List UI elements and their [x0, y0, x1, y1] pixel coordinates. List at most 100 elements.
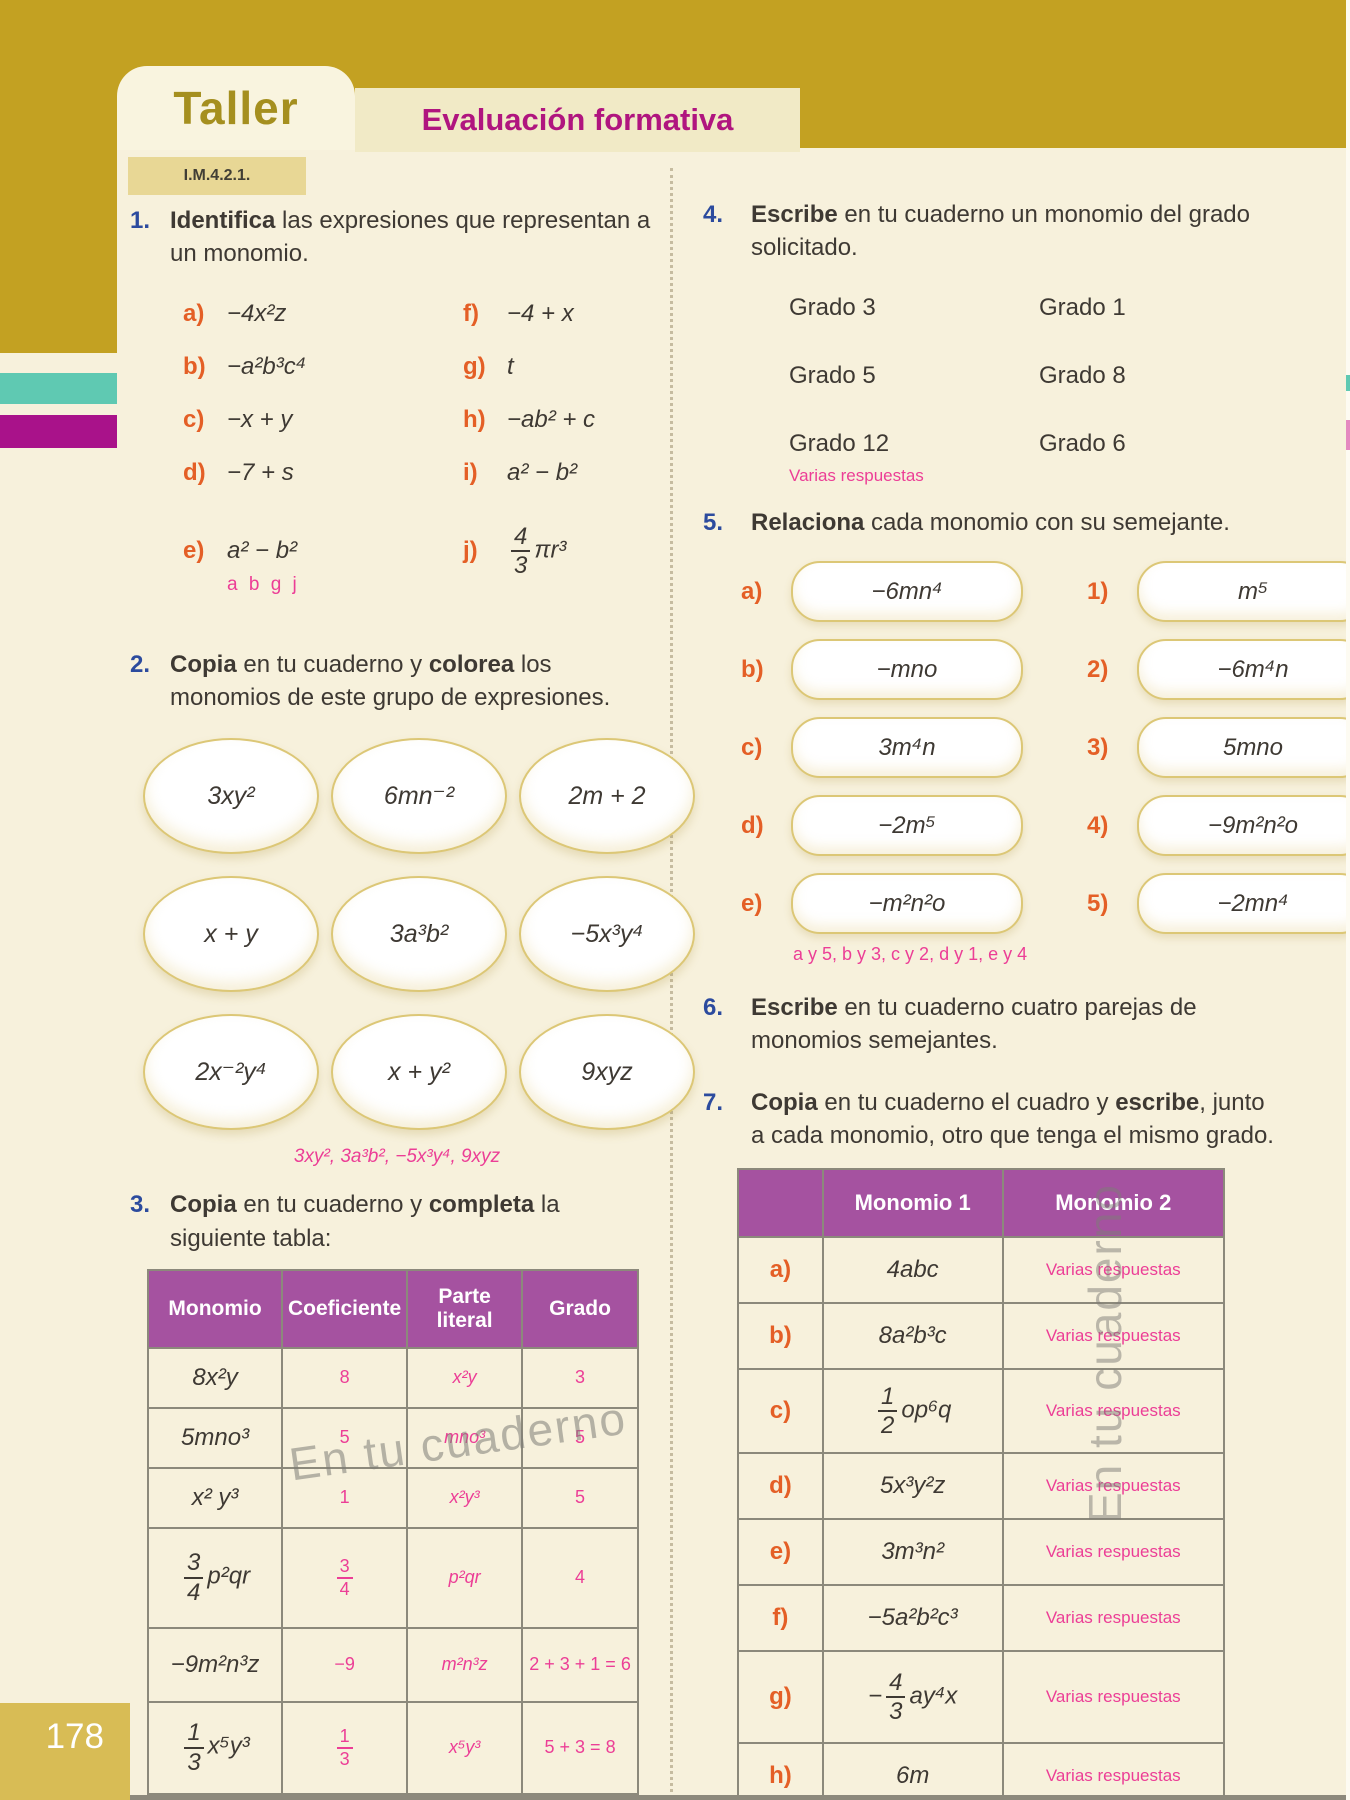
- table-row: b) 8a²b³c Varias respuestas: [737, 1301, 1226, 1370]
- literal-part-cell: m²n³z: [406, 1626, 524, 1703]
- monomial-parts-table: Monomio Coeficiente Parte literal Grado …: [146, 1268, 639, 1795]
- answer-cell: Varias respuestas: [1001, 1301, 1226, 1370]
- degree-cell: 4: [521, 1526, 639, 1629]
- monomial-cell: −9m²n³z: [146, 1626, 284, 1703]
- fraction-denominator: 3: [889, 1697, 903, 1725]
- coefficient-cell: −9: [281, 1626, 409, 1703]
- exercise-6-heading: 6. Escribe en tu cuaderno cuatro parejas…: [689, 991, 1293, 1057]
- answer-cell: Varias respuestas: [1001, 1649, 1226, 1744]
- monomial-cell: 5x³y²z: [821, 1451, 1004, 1520]
- grade-item: Grado 8: [1039, 362, 1126, 390]
- row-letter: f): [737, 1583, 824, 1652]
- row-letter: d): [737, 1451, 824, 1520]
- match-row: b) −mno 2) −6m⁴n: [689, 639, 1350, 701]
- exercise-5-number: 5.: [703, 509, 724, 537]
- section-header: Evaluación formativa: [355, 88, 800, 152]
- expression-oval: 6mn⁻²: [331, 738, 507, 855]
- list-item: d) −7 + s: [183, 459, 463, 512]
- row-letter: e): [737, 1517, 824, 1586]
- list-item: i) a² − b²: [463, 459, 670, 512]
- empty-header-cell: [737, 1167, 824, 1238]
- literal-part-cell: x²y: [406, 1346, 524, 1409]
- grade-item: Grado 3: [789, 294, 876, 322]
- right-edge-teal-mark: [1346, 375, 1350, 391]
- item-expression: t: [507, 353, 514, 381]
- exercise-5-verb: Relaciona: [751, 509, 865, 537]
- list-item: a) −4x²z: [183, 300, 463, 353]
- right-edge-pink-mark: [1346, 420, 1350, 450]
- expression-oval: −5x³y⁴: [519, 876, 695, 993]
- item-letter: a): [183, 300, 205, 328]
- item-letter: e): [183, 537, 205, 565]
- monomial-cell: x² y³: [146, 1466, 284, 1529]
- answer-cell: Varias respuestas: [1001, 1367, 1226, 1454]
- table-row: a) 4abc Varias respuestas: [737, 1235, 1226, 1304]
- exercise-3-prompt: Copia en tu cuaderno y completa la sigui…: [170, 1188, 670, 1254]
- exercise-3-number: 3.: [130, 1191, 151, 1219]
- same-degree-table: Monomio 1 Monomio 2 a) 4abc Varias respu…: [737, 1167, 1226, 1800]
- list-item: g) t: [463, 353, 670, 406]
- table-header-row: Monomio 1 Monomio 2: [737, 1167, 1226, 1238]
- row-letter: b): [737, 1301, 824, 1370]
- monomial-cell: 5mno³: [146, 1406, 284, 1469]
- row-letter: h): [737, 1741, 824, 1800]
- item-expression: −4 + x: [507, 300, 574, 328]
- exercise-7-prompt-mid: en tu cuaderno el cuadro y: [817, 1088, 1116, 1116]
- fraction-denominator: 4: [187, 1578, 201, 1606]
- table-row: x² y³ 1 x²y³ 5: [146, 1466, 639, 1529]
- exercise-1-number: 1.: [130, 207, 151, 234]
- exercise-5-prompt: Relaciona cada monomio con su semejante.: [751, 506, 1293, 539]
- exercise-2-heading: 2. Copia en tu cuaderno y colorea los mo…: [117, 648, 670, 714]
- degree-cell: 2 + 3 + 1 = 6: [521, 1626, 639, 1703]
- column-header: Monomio 2: [1001, 1167, 1226, 1238]
- section-header-label: Evaluación formativa: [421, 102, 734, 137]
- item-letter: d): [741, 811, 764, 839]
- left-gold-column: [0, 148, 117, 353]
- left-magenta-stripe: [0, 415, 117, 448]
- exercise-2-answer: 3xy², 3a³b², −5x³y⁴, 9xyz: [293, 1146, 501, 1168]
- column-header: Coeficiente: [281, 1268, 409, 1349]
- literal-part-cell: mno³: [406, 1406, 524, 1469]
- monomial-pill: 5mno: [1137, 717, 1350, 779]
- monomial-cell: 1 3 x⁵y³: [146, 1700, 284, 1795]
- exercise-4-heading: 4. Escribe en tu cuaderno un monomio del…: [689, 198, 1293, 264]
- exercise-5-prompt-rest: cada monomio con su semejante.: [864, 509, 1230, 537]
- exercise-1-verb: Identifica: [170, 207, 276, 234]
- fraction-denominator: 3: [187, 1748, 201, 1776]
- item-expression: −ab² + c: [507, 406, 596, 434]
- right-page-edge: [1346, 0, 1350, 1800]
- fraction-numerator: 1: [184, 1720, 204, 1749]
- exercise-2-prompt: Copia en tu cuaderno y colorea los monom…: [170, 648, 670, 714]
- exercise-1-prompt-rest: las expresiones que representan a un mon…: [170, 207, 651, 268]
- table-header-row: Monomio Coeficiente Parte literal Grado: [146, 1268, 639, 1349]
- exercise-3-verb2: completa: [428, 1191, 535, 1219]
- item-letter: e): [741, 889, 763, 917]
- fraction-denominator: 4: [339, 1578, 350, 1599]
- expression-oval: x + y²: [331, 1014, 507, 1131]
- degree-cell: 5 + 3 = 8: [521, 1700, 639, 1795]
- item-expression: a² − b²: [227, 537, 298, 565]
- exercise-2-verb2: colorea: [428, 651, 515, 679]
- column-header: Parte literal: [406, 1268, 524, 1349]
- exercise-5-answer: a y 5, b y 3, c y 2, d y 1, e y 4: [793, 944, 1028, 965]
- monomial-cell: 1 2 op⁶q: [821, 1367, 1004, 1454]
- table-row: 5mno³ 5 mno³ 5: [146, 1406, 639, 1469]
- match-row: a) −6mn⁴ 1) m⁵: [689, 561, 1350, 623]
- expression-oval: 9xyz: [519, 1014, 695, 1131]
- exercise-7-prompt: Copia en tu cuaderno el cuadro y escribe…: [751, 1086, 1293, 1152]
- match-row: d) −2m⁵ 4) −9m²n²o: [689, 795, 1350, 857]
- exercise-1-answer: a b g j: [227, 574, 300, 596]
- table-row: −9m²n³z −9 m²n³z 2 + 3 + 1 = 6: [146, 1626, 639, 1703]
- item-number: 4): [1087, 811, 1109, 839]
- item-expression: −a²b³c⁴: [227, 353, 307, 381]
- exercise-1-heading: 1. Identifica las expresiones que repres…: [117, 204, 670, 270]
- exercise-3-verb: Copia: [170, 1191, 237, 1219]
- exercise-2-number: 2.: [130, 651, 151, 679]
- column-header: Monomio: [146, 1268, 284, 1349]
- answer-cell: Varias respuestas: [1001, 1517, 1226, 1586]
